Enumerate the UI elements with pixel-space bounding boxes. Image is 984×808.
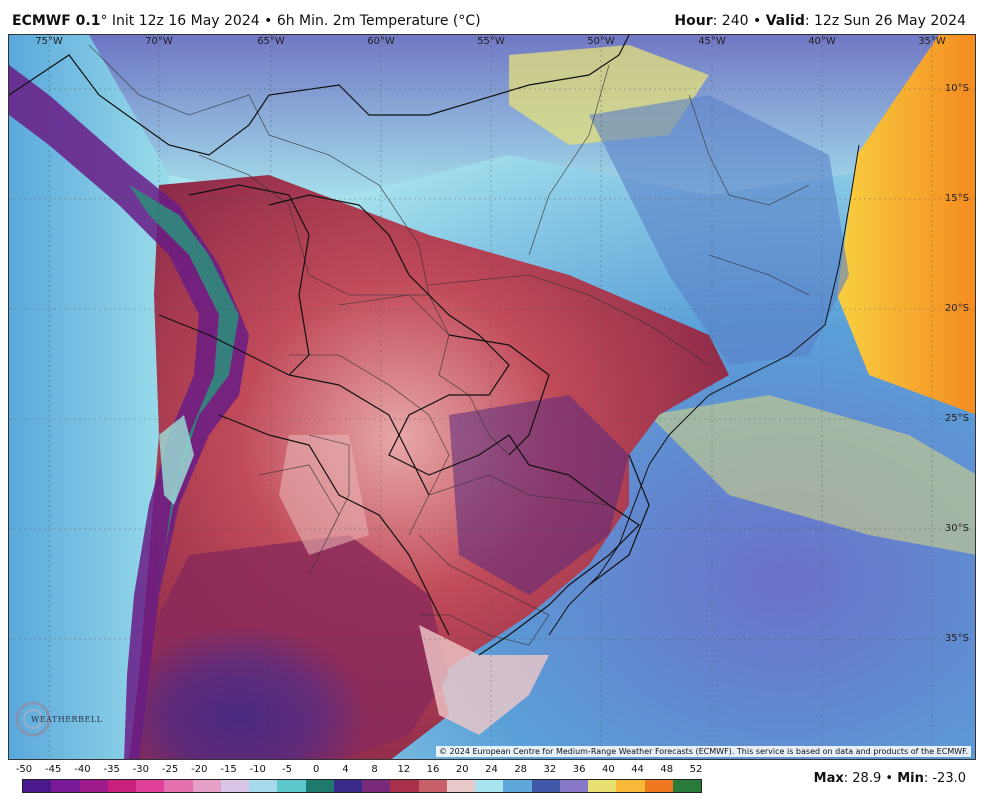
legend-swatch [107, 780, 136, 792]
legend-tick: -25 [161, 764, 179, 775]
product-name: 6h Min. 2m Temperature (°C) [276, 13, 481, 29]
lon-label-35w: 35°W [918, 36, 946, 47]
swirl-icon [15, 701, 51, 737]
legend-tick: -45 [45, 764, 62, 775]
logo-text: WEATHERBELL [31, 715, 103, 724]
legend-tick: 52 [689, 764, 703, 775]
legend-swatch [531, 780, 560, 792]
legend-swatch [672, 780, 701, 792]
lat-label-30s: 30°S [944, 523, 969, 534]
legend-tick: -50 [15, 764, 33, 775]
legend-swatch [390, 780, 419, 792]
valid-value: : 12z Sun 26 May 2024 [804, 13, 966, 29]
hour-label: Hour [674, 13, 713, 29]
legend-swatch [446, 780, 475, 792]
lat-label-35s: 35°S [944, 633, 969, 644]
legend-swatch [23, 780, 52, 792]
legend-swatch [192, 780, 221, 792]
legend-tick: 4 [342, 764, 349, 775]
legend-swatch [418, 780, 447, 792]
temperature-map[interactable]: 75°W 70°W 65°W 60°W 55°W 50°W 45°W 40°W … [8, 34, 976, 760]
valid-separator: • [752, 13, 762, 29]
legend-swatch [503, 780, 532, 792]
lat-label-25s: 25°S [944, 413, 969, 424]
legend-tick: -20 [191, 764, 208, 775]
legend-tick: -15 [220, 764, 237, 775]
color-legend: -50 -45 -40 -35 -30 -25 -20 -15 -10 -5 0 4 8 12 16 20 24… [16, 764, 703, 794]
legend-tick: 8 [371, 764, 378, 775]
legend-tick: 32 [543, 764, 557, 775]
legend-swatch [475, 780, 504, 792]
legend-tick: 0 [312, 764, 320, 775]
legend-swatch [164, 780, 193, 792]
lon-label-40w: 40°W [808, 36, 836, 47]
maxmin-separator: • [885, 771, 894, 786]
legend-swatch [305, 780, 334, 792]
min-value: : -23.0 [923, 771, 966, 786]
legend-swatch [559, 780, 588, 792]
degree-mark: ° [100, 13, 108, 29]
lat-label-20s: 20°S [944, 303, 969, 314]
legend-swatch [588, 780, 617, 792]
legend-tick: 48 [660, 764, 674, 775]
lon-label-55w: 55°W [477, 36, 505, 47]
lat-label-15s: 15°S [944, 193, 969, 204]
map-canvas [9, 35, 975, 759]
title-separator: • [264, 13, 273, 29]
weatherbell-logo: WEATHERBELL [13, 699, 102, 739]
lon-label-50w: 50°W [587, 36, 615, 47]
legend-swatch [136, 780, 165, 792]
legend-tick: -35 [103, 764, 120, 775]
lon-label-60w: 60°W [367, 36, 395, 47]
legend-tick: 12 [397, 764, 411, 775]
legend-swatch [333, 780, 362, 792]
legend-tick: -5 [281, 764, 292, 775]
copyright-credit: © 2024 European Centre for Medium-Range … [436, 746, 971, 757]
lon-label-45w: 45°W [698, 36, 726, 47]
lon-label-75w: 75°W [35, 36, 63, 47]
legend-tick: 40 [601, 764, 615, 775]
legend-tick: 20 [455, 764, 469, 775]
legend-tick: 28 [514, 764, 528, 775]
hour-value: : 240 [712, 13, 749, 29]
legend-tick: -40 [74, 764, 91, 775]
valid-time: Hour: 240 • Valid: 12z Sun 26 May 2024 [674, 13, 966, 29]
lon-label-65w: 65°W [257, 36, 285, 47]
max-value: : 28.9 [843, 771, 882, 786]
legend-swatch [616, 780, 645, 792]
legend-tick: -30 [132, 764, 150, 775]
max-label: Max [813, 771, 844, 786]
legend-swatch [220, 780, 249, 792]
max-min-summary: Max: 28.9 • Min: -23.0 [814, 771, 966, 786]
map-title: ECMWF 0.1° Init 12z 16 May 2024 • 6h Min… [12, 13, 481, 29]
valid-label: Valid [765, 13, 805, 29]
init-text: Init 12z 16 May 2024 [111, 13, 260, 29]
min-label: Min [897, 771, 924, 786]
model-name: ECMWF 0.1 [12, 13, 101, 29]
lat-label-10s: 10°S [944, 83, 969, 94]
legend-tick: -10 [249, 764, 266, 775]
legend-tick: 36 [572, 764, 586, 775]
legend-swatch [277, 780, 306, 792]
legend-color-bar [22, 779, 702, 793]
legend-tick: 44 [631, 764, 644, 775]
legend-swatch [51, 780, 80, 792]
lon-label-70w: 70°W [145, 36, 173, 47]
legend-swatch [644, 780, 673, 792]
legend-swatch [249, 780, 278, 792]
legend-swatch [79, 780, 108, 792]
map-header: ECMWF 0.1° Init 12z 16 May 2024 • 6h Min… [0, 0, 984, 34]
legend-tick: 24 [485, 764, 498, 775]
legend-tick: 16 [426, 764, 440, 775]
legend-swatch [362, 780, 391, 792]
